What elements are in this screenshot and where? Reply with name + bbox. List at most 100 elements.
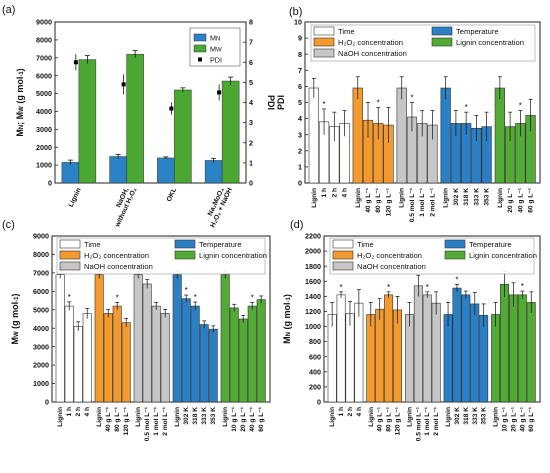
y-tick-label: 5000 — [36, 89, 52, 98]
legend-swatch — [332, 239, 354, 249]
x-tick-label: 0.5 mol L⁻¹ — [415, 407, 422, 441]
legend-swatch — [332, 261, 354, 271]
y2-tick-label: 2 — [249, 138, 253, 147]
x-tick-label: OKL — [166, 187, 178, 203]
y2-tick-label: 7 — [249, 38, 253, 47]
y-tick-label: 2000 — [33, 361, 49, 370]
x-tick-label: 20 g L⁻¹ — [240, 407, 247, 432]
x-tick-label: 80 g L⁻¹ — [386, 407, 393, 432]
x-tick-label: 353 K — [481, 407, 488, 425]
bar — [208, 328, 218, 403]
bar — [422, 294, 432, 403]
legend-entry: Temperature — [456, 27, 499, 36]
x-tick-label: Lignin — [493, 407, 500, 427]
y-tick-label: 9000 — [36, 18, 52, 27]
bar — [526, 302, 536, 403]
bar — [121, 322, 131, 403]
y2-tick-label: 3 — [249, 118, 253, 127]
panel-label: (d) — [290, 219, 303, 231]
legend-entry: Temperature — [469, 240, 512, 249]
bar — [172, 274, 182, 403]
bar — [112, 305, 122, 403]
bar-m_n — [157, 157, 175, 184]
y-tick-label: 1800 — [305, 262, 321, 271]
y-axis-label: MN; MW (g mol-1) — [15, 68, 25, 136]
label-part: M — [15, 129, 25, 137]
y-tick-label: 2200 — [305, 232, 321, 241]
pdi-point — [217, 90, 222, 95]
x-tick-label: 353 K — [484, 188, 491, 206]
bar — [151, 305, 161, 403]
y-tick-label: 9000 — [33, 232, 49, 241]
bar — [327, 314, 337, 403]
legend-entry: NaOH concentration — [84, 262, 153, 271]
significance-mark: * — [455, 275, 458, 284]
legend-swatch — [332, 250, 354, 260]
legend-entry: MN — [210, 34, 220, 43]
x-tick-label: Lignin — [445, 407, 452, 427]
bar — [199, 324, 209, 403]
bar-m_n — [61, 162, 80, 184]
significance-mark: * — [68, 293, 71, 302]
label-part: M — [210, 45, 216, 54]
x-tick-label: Lignin — [135, 407, 142, 427]
x-tick-label: Lignin — [222, 407, 229, 427]
x-tick-label: 1 mol L⁻¹ — [424, 407, 431, 436]
bar-m_w — [174, 89, 192, 184]
legend-swatch — [431, 37, 453, 47]
y-tick-label: 1000 — [305, 322, 321, 331]
x-tick-label: 318 K — [192, 407, 199, 425]
label-part: ; M — [15, 112, 25, 125]
legend-entry: H₂O₂ concentration — [338, 38, 403, 47]
x-tick-label: 318 K — [463, 188, 470, 206]
x-tick-label: 353 K — [210, 407, 217, 425]
x-tick-label: 120 g L⁻¹ — [385, 188, 392, 216]
label-part: -1 — [14, 296, 20, 302]
x-tick-label: 40 g L⁻¹ — [377, 407, 384, 432]
x-tick-label: 1 h — [321, 188, 328, 198]
x-tick-label: Lignin — [96, 407, 103, 427]
y-tick-label: 1600 — [305, 277, 321, 286]
bar-m_n — [204, 160, 223, 184]
bar — [479, 314, 489, 403]
label-part: N — [216, 37, 220, 43]
label-part: -1 — [19, 71, 25, 77]
y2-tick-label: 6 — [249, 58, 253, 67]
x-tick-label: 333 K — [201, 407, 208, 425]
bar — [366, 314, 376, 403]
x-tick-label: Lignin — [311, 188, 318, 208]
bar — [354, 302, 364, 403]
x-tick-label: 40 g L⁻¹ — [105, 407, 112, 432]
bar — [431, 302, 441, 403]
panel-label: (b) — [289, 6, 302, 18]
x-tick-label: 40 g L⁻¹ — [365, 188, 372, 213]
legend-swatch — [444, 250, 466, 260]
bar — [133, 274, 143, 403]
bar — [256, 299, 266, 403]
x-tick-label: 120 g L⁻¹ — [395, 407, 402, 435]
significance-mark: * — [426, 283, 429, 292]
x-tick-label: 60 g L⁻¹ — [258, 407, 265, 432]
x-tick-label: Lignin — [57, 407, 64, 427]
x-tick-label: Lignin — [406, 407, 413, 427]
y-tick-label: 2000 — [305, 247, 321, 256]
bar — [220, 274, 230, 403]
legend-entry: Lignin concentration — [199, 251, 267, 260]
legend-swatch — [174, 250, 196, 260]
y-tick-label: 1000 — [36, 161, 52, 170]
x-tick-label: 20 g L⁻¹ — [507, 188, 514, 213]
significance-mark: * — [116, 293, 119, 302]
label-part: N — [286, 332, 292, 336]
bar — [384, 294, 394, 403]
y-tick-label: 7 — [298, 66, 302, 75]
y-tick-label: 0 — [48, 179, 52, 188]
y2-tick-label: 1 — [249, 158, 253, 167]
y2-tick-label: 0 — [249, 179, 253, 188]
bar — [396, 87, 407, 184]
legend-entry: MW — [210, 45, 222, 54]
x-tick-label: 10 g L⁻¹ — [231, 407, 238, 432]
legend-box — [329, 237, 535, 275]
bar — [55, 274, 65, 403]
legend-entry: Lignin concentration — [456, 38, 524, 47]
legend-box — [310, 24, 536, 62]
